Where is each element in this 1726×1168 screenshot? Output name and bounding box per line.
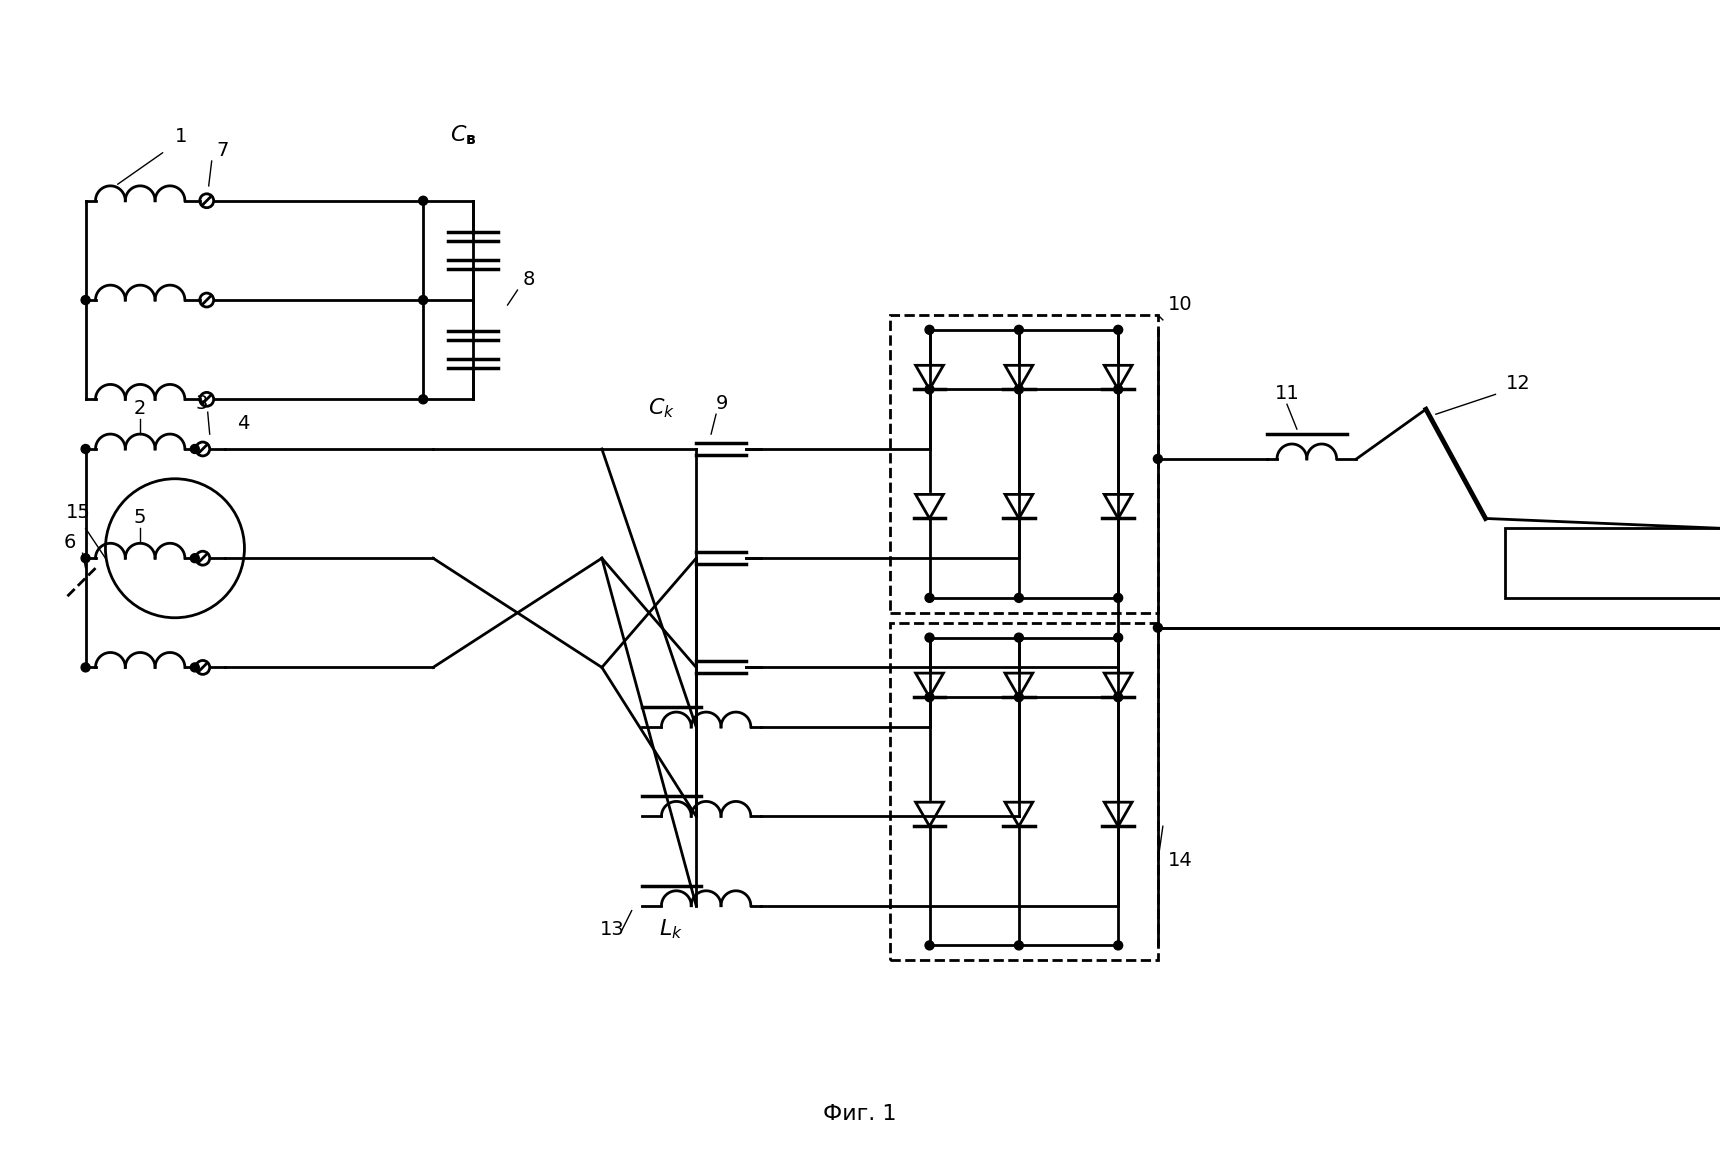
Text: 1: 1 — [174, 127, 188, 146]
Text: 9: 9 — [716, 395, 728, 413]
Circle shape — [1113, 385, 1122, 394]
Circle shape — [419, 196, 428, 206]
Circle shape — [1015, 693, 1024, 702]
Text: 2: 2 — [135, 399, 147, 418]
Text: 11: 11 — [1274, 384, 1300, 403]
Text: Фиг. 1: Фиг. 1 — [823, 1104, 898, 1124]
Circle shape — [925, 633, 934, 642]
Circle shape — [1015, 385, 1024, 394]
Circle shape — [1113, 693, 1122, 702]
Text: $C_k$: $C_k$ — [647, 396, 675, 419]
Circle shape — [190, 663, 198, 672]
Text: 12: 12 — [1505, 375, 1531, 394]
Circle shape — [925, 693, 934, 702]
Circle shape — [925, 326, 934, 334]
Circle shape — [925, 385, 934, 394]
Text: 3: 3 — [195, 395, 207, 413]
Circle shape — [190, 554, 198, 563]
Circle shape — [1113, 326, 1122, 334]
Text: $C_\mathbf{в}$: $C_\mathbf{в}$ — [449, 123, 476, 147]
Circle shape — [1015, 633, 1024, 642]
Circle shape — [81, 663, 90, 672]
Circle shape — [81, 296, 90, 305]
Circle shape — [1015, 941, 1024, 950]
Text: 10: 10 — [1169, 296, 1193, 314]
Text: 15: 15 — [66, 503, 90, 522]
Text: 14: 14 — [1169, 851, 1193, 870]
Text: 7: 7 — [217, 141, 230, 160]
Circle shape — [1113, 633, 1122, 642]
Circle shape — [419, 395, 428, 404]
Circle shape — [1153, 454, 1162, 464]
Circle shape — [925, 941, 934, 950]
Circle shape — [81, 554, 90, 563]
Text: 5: 5 — [135, 508, 147, 528]
Text: 8: 8 — [523, 270, 535, 290]
Text: 13: 13 — [599, 920, 625, 939]
Circle shape — [1153, 624, 1162, 632]
Circle shape — [925, 593, 934, 603]
Text: 6: 6 — [64, 534, 76, 552]
Circle shape — [81, 445, 90, 453]
Text: $L_k$: $L_k$ — [659, 918, 683, 941]
Circle shape — [1113, 941, 1122, 950]
Circle shape — [190, 445, 198, 453]
Text: 4: 4 — [238, 415, 250, 433]
Circle shape — [1015, 326, 1024, 334]
Circle shape — [1015, 593, 1024, 603]
Circle shape — [419, 296, 428, 305]
Circle shape — [1113, 593, 1122, 603]
